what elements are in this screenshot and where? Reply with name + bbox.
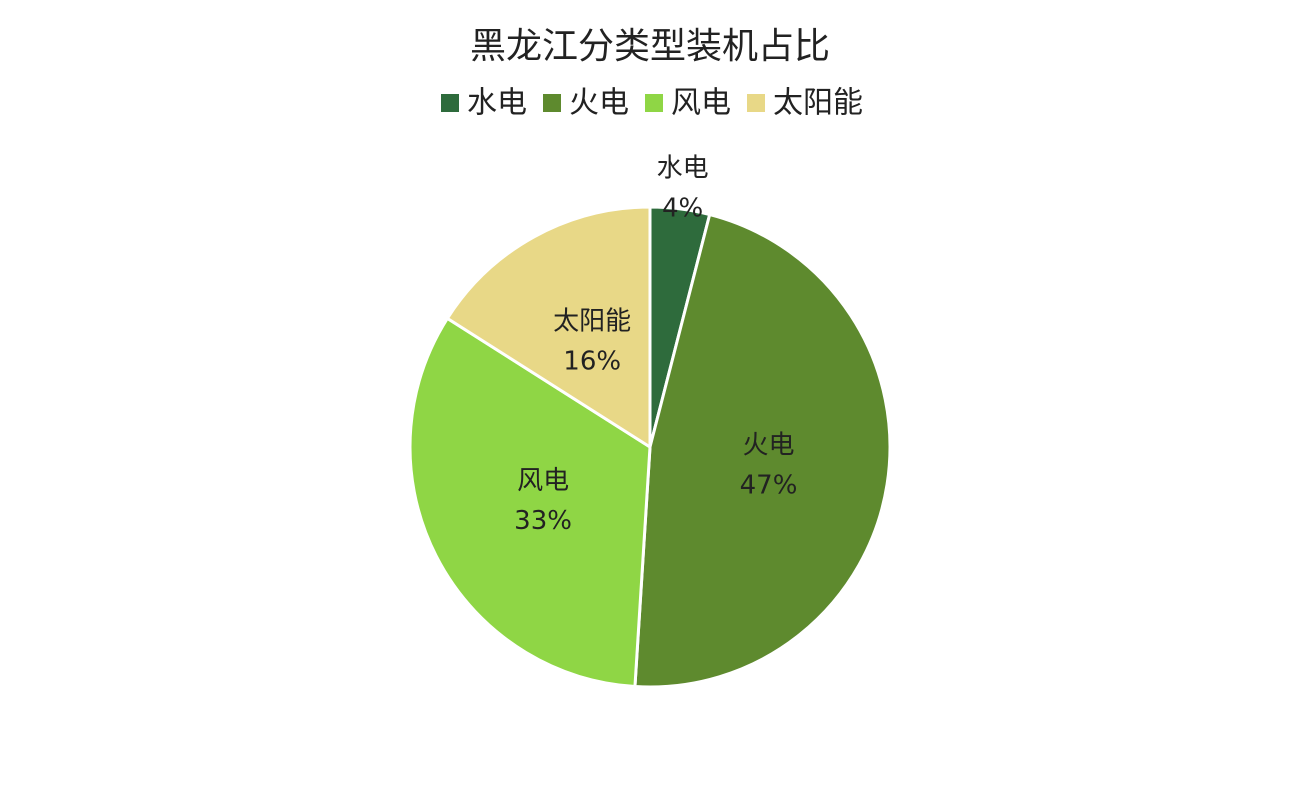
data-label-value: 4% — [662, 194, 703, 224]
legend-label: 风电 — [671, 86, 731, 121]
legend-swatch — [441, 94, 459, 112]
data-label-value: 16% — [563, 346, 621, 376]
data-label-value: 33% — [514, 506, 572, 536]
legend-label: 水电 — [467, 86, 527, 121]
data-label-value: 47% — [740, 470, 798, 500]
pie-slice — [633, 212, 892, 689]
pie-slice — [445, 205, 652, 450]
data-label-name: 风电 — [517, 466, 569, 496]
chart-title: 黑龙江分类型装机占比 — [470, 26, 830, 67]
data-label-name: 太阳能 — [553, 306, 631, 336]
legend-swatch — [543, 94, 561, 112]
legend-label: 太阳能 — [773, 86, 863, 121]
data-label-name: 水电 — [657, 154, 709, 184]
legend-swatch — [645, 94, 663, 112]
data-label-name: 火电 — [743, 430, 795, 460]
legend-label: 火电 — [569, 86, 629, 121]
legend-swatch — [747, 94, 765, 112]
